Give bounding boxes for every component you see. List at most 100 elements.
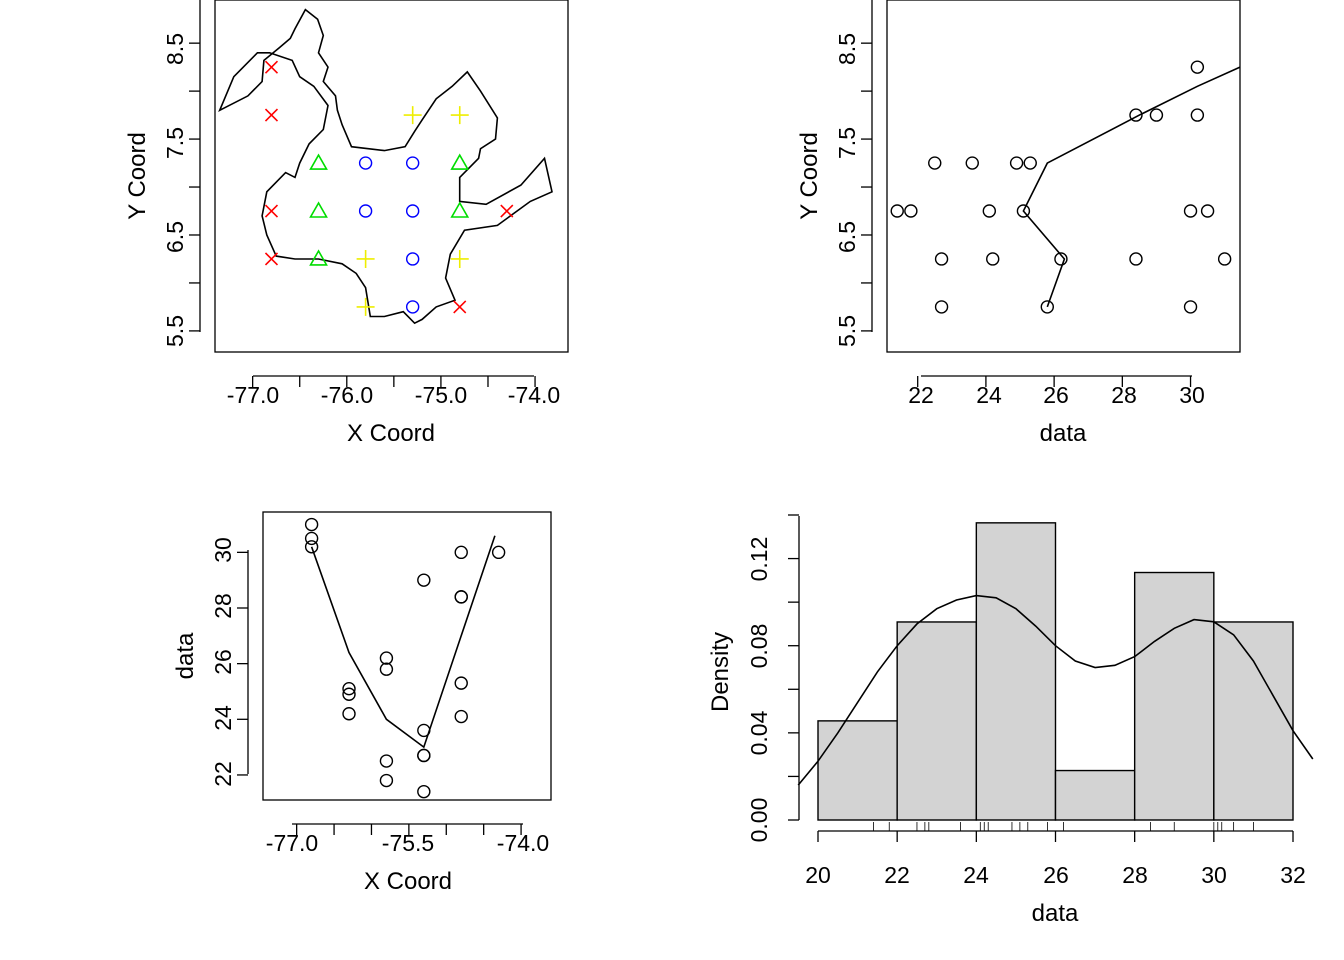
data-point [1016,204,1031,218]
x-tick-label: 28 [1122,862,1148,888]
circle-marker [358,204,373,218]
data-point [1190,60,1205,74]
y-tick-label: 8.5 [162,33,188,65]
data-point [1200,204,1215,218]
x-axis-ticks [296,824,522,835]
y-tick-label: 6.5 [162,221,188,253]
y-tick-label: 28 [210,593,236,619]
x-axis-label: data [1032,900,1079,927]
x-tick-label: -74.0 [508,382,560,408]
histogram-bar [1133,571,1215,821]
triangle-marker [450,153,470,170]
plus-marker [356,297,375,316]
data-point [304,540,319,554]
x-tick-label: 22 [908,382,934,408]
cross-marker [264,252,279,266]
data-point [304,531,319,546]
data-point [986,252,1000,266]
y-axis-ticks [788,514,799,821]
x-axis-label: X Coord [364,868,452,895]
data-point [890,204,904,218]
data-point [1040,300,1054,314]
panel-histogram: 20 22 24 26 28 30 32 data 0.00 0.04 0.08… [707,514,1314,927]
x-tick-label: 24 [963,862,989,888]
y-tick-label: 6.5 [834,221,860,253]
data-point [1190,108,1205,122]
x-axis-label: data [1040,420,1087,447]
data-point [1149,108,1164,122]
data-point [454,590,468,604]
y-tick-label: 7.5 [834,127,860,159]
histogram-bar [896,621,978,821]
circle-marker [405,252,420,266]
panel-x-vs-data: -77.0 -75.5 -74.0 X Coord 22 24 26 28 30… [172,511,552,895]
y-axis-ticks [237,551,248,776]
x-tick-label: 26 [1043,862,1069,888]
data-point [417,723,431,738]
x-tick-label: -75.5 [382,830,434,856]
plot-frame [262,511,552,801]
x-tick-label: -76.0 [321,382,373,408]
x-axis-ticks [817,831,1294,842]
y-tick-label: 0.08 [746,624,772,669]
y-axis-ticks [861,42,872,332]
plus-marker [356,249,375,268]
circle-marker [358,156,373,170]
histogram-bar [975,522,1057,821]
x-axis-ticks [252,376,536,387]
cross-marker [264,108,279,122]
smooth-line [310,535,496,749]
histogram-bar [817,720,898,821]
data-point [928,156,942,170]
triangle-marker [309,201,328,218]
y-tick-label: 24 [210,705,236,731]
x-tick-label: -77.0 [266,830,318,856]
plus-marker [403,106,422,125]
data-point [342,707,356,721]
cross-marker [453,300,467,314]
triangle-marker [309,153,328,170]
histogram-bar [1213,621,1294,821]
data-point [1129,252,1143,266]
data-point [904,204,918,218]
data-point [965,156,979,170]
x-tick-label: 32 [1280,862,1306,888]
data-point [454,676,468,690]
data-point [304,517,319,532]
cross-marker [264,204,279,218]
triangle-marker [450,201,470,218]
rug-marks [873,822,1254,831]
y-tick-label: 0.04 [746,710,772,755]
plot-frame [214,0,569,353]
y-tick-label: 26 [210,649,236,675]
markers [264,60,514,316]
data-point [454,545,468,560]
histogram-bar [1054,769,1136,821]
plus-marker [450,106,469,125]
data-point [1023,156,1037,170]
x-tick-label: 20 [805,862,831,888]
y-tick-label: 0.00 [746,798,772,843]
data-point [491,545,506,560]
y-tick-label: 30 [210,537,236,563]
x-tick-label: 30 [1179,382,1205,408]
y-tick-label: 22 [210,761,236,787]
y-axis-label: data [172,632,199,679]
data-point [379,773,394,788]
circle-marker [405,156,420,170]
y-tick-label: 8.5 [834,33,860,65]
x-tick-label: 26 [1043,382,1069,408]
triangle-marker [309,249,328,266]
data-point [379,662,394,676]
cross-marker [500,204,514,218]
data-point [379,754,394,768]
data-point [934,300,949,314]
panel-map: -77.0 -76.0 -75.0 -74.0 X Coord 5.5 6.5 … [124,0,569,447]
y-tick-label: 5.5 [834,315,860,347]
data-point [1009,156,1024,170]
x-axis-ticks [917,376,1192,387]
x-tick-label: -77.0 [227,382,279,408]
density-curve [797,594,1314,786]
data-point [379,651,394,665]
